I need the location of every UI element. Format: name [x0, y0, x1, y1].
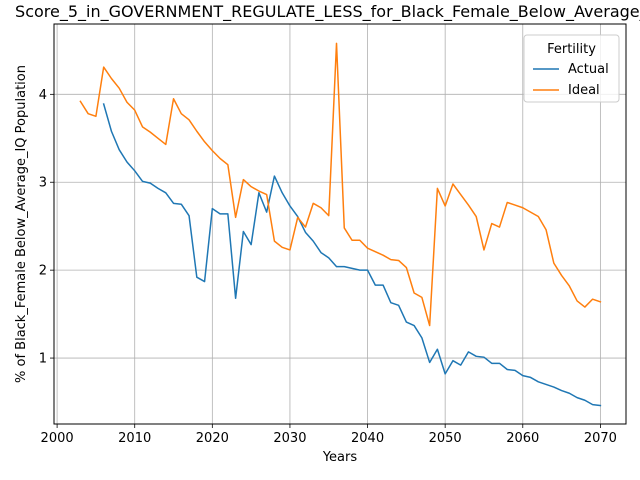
- series-line-ideal: [79, 42, 602, 327]
- legend-label-ideal: Ideal: [568, 83, 600, 98]
- x-tick-label: 2000: [41, 431, 74, 446]
- legend-title: Fertility: [547, 42, 596, 57]
- series-line-actual: [102, 103, 602, 407]
- y-tick-label: 4: [39, 88, 47, 103]
- legend-entries: Actual Ideal: [533, 62, 609, 98]
- chart-title: Score_5_in_GOVERNMENT_REGULATE_LESS_for_…: [15, 2, 640, 22]
- x-axis-label: Years: [322, 450, 358, 465]
- y-axis-label: % of Black_Female Below_Average_IQ Popul…: [14, 65, 29, 383]
- legend-box: [523, 34, 620, 103]
- series-layer: [79, 42, 602, 407]
- plot-frame: [53, 23, 627, 425]
- x-tick-label: 2070: [584, 431, 617, 446]
- x-tick-label: 2060: [506, 431, 539, 446]
- y-tick-label: 3: [39, 176, 47, 191]
- y-tick-label: 2: [39, 264, 47, 279]
- axis-ticks: 2000 2010 2020 2030 2040 2050 2060 2070 1 2 3 4: [39, 88, 617, 446]
- x-tick-label: 2030: [273, 431, 306, 446]
- legend: Fertility Actual Ideal: [523, 34, 620, 103]
- x-tick-label: 2020: [196, 431, 229, 446]
- legend-label-actual: Actual: [568, 62, 609, 77]
- y-tick-label: 1: [39, 352, 47, 367]
- x-tick-label: 2010: [118, 431, 151, 446]
- x-tick-label: 2040: [351, 431, 384, 446]
- x-tick-label: 2050: [429, 431, 462, 446]
